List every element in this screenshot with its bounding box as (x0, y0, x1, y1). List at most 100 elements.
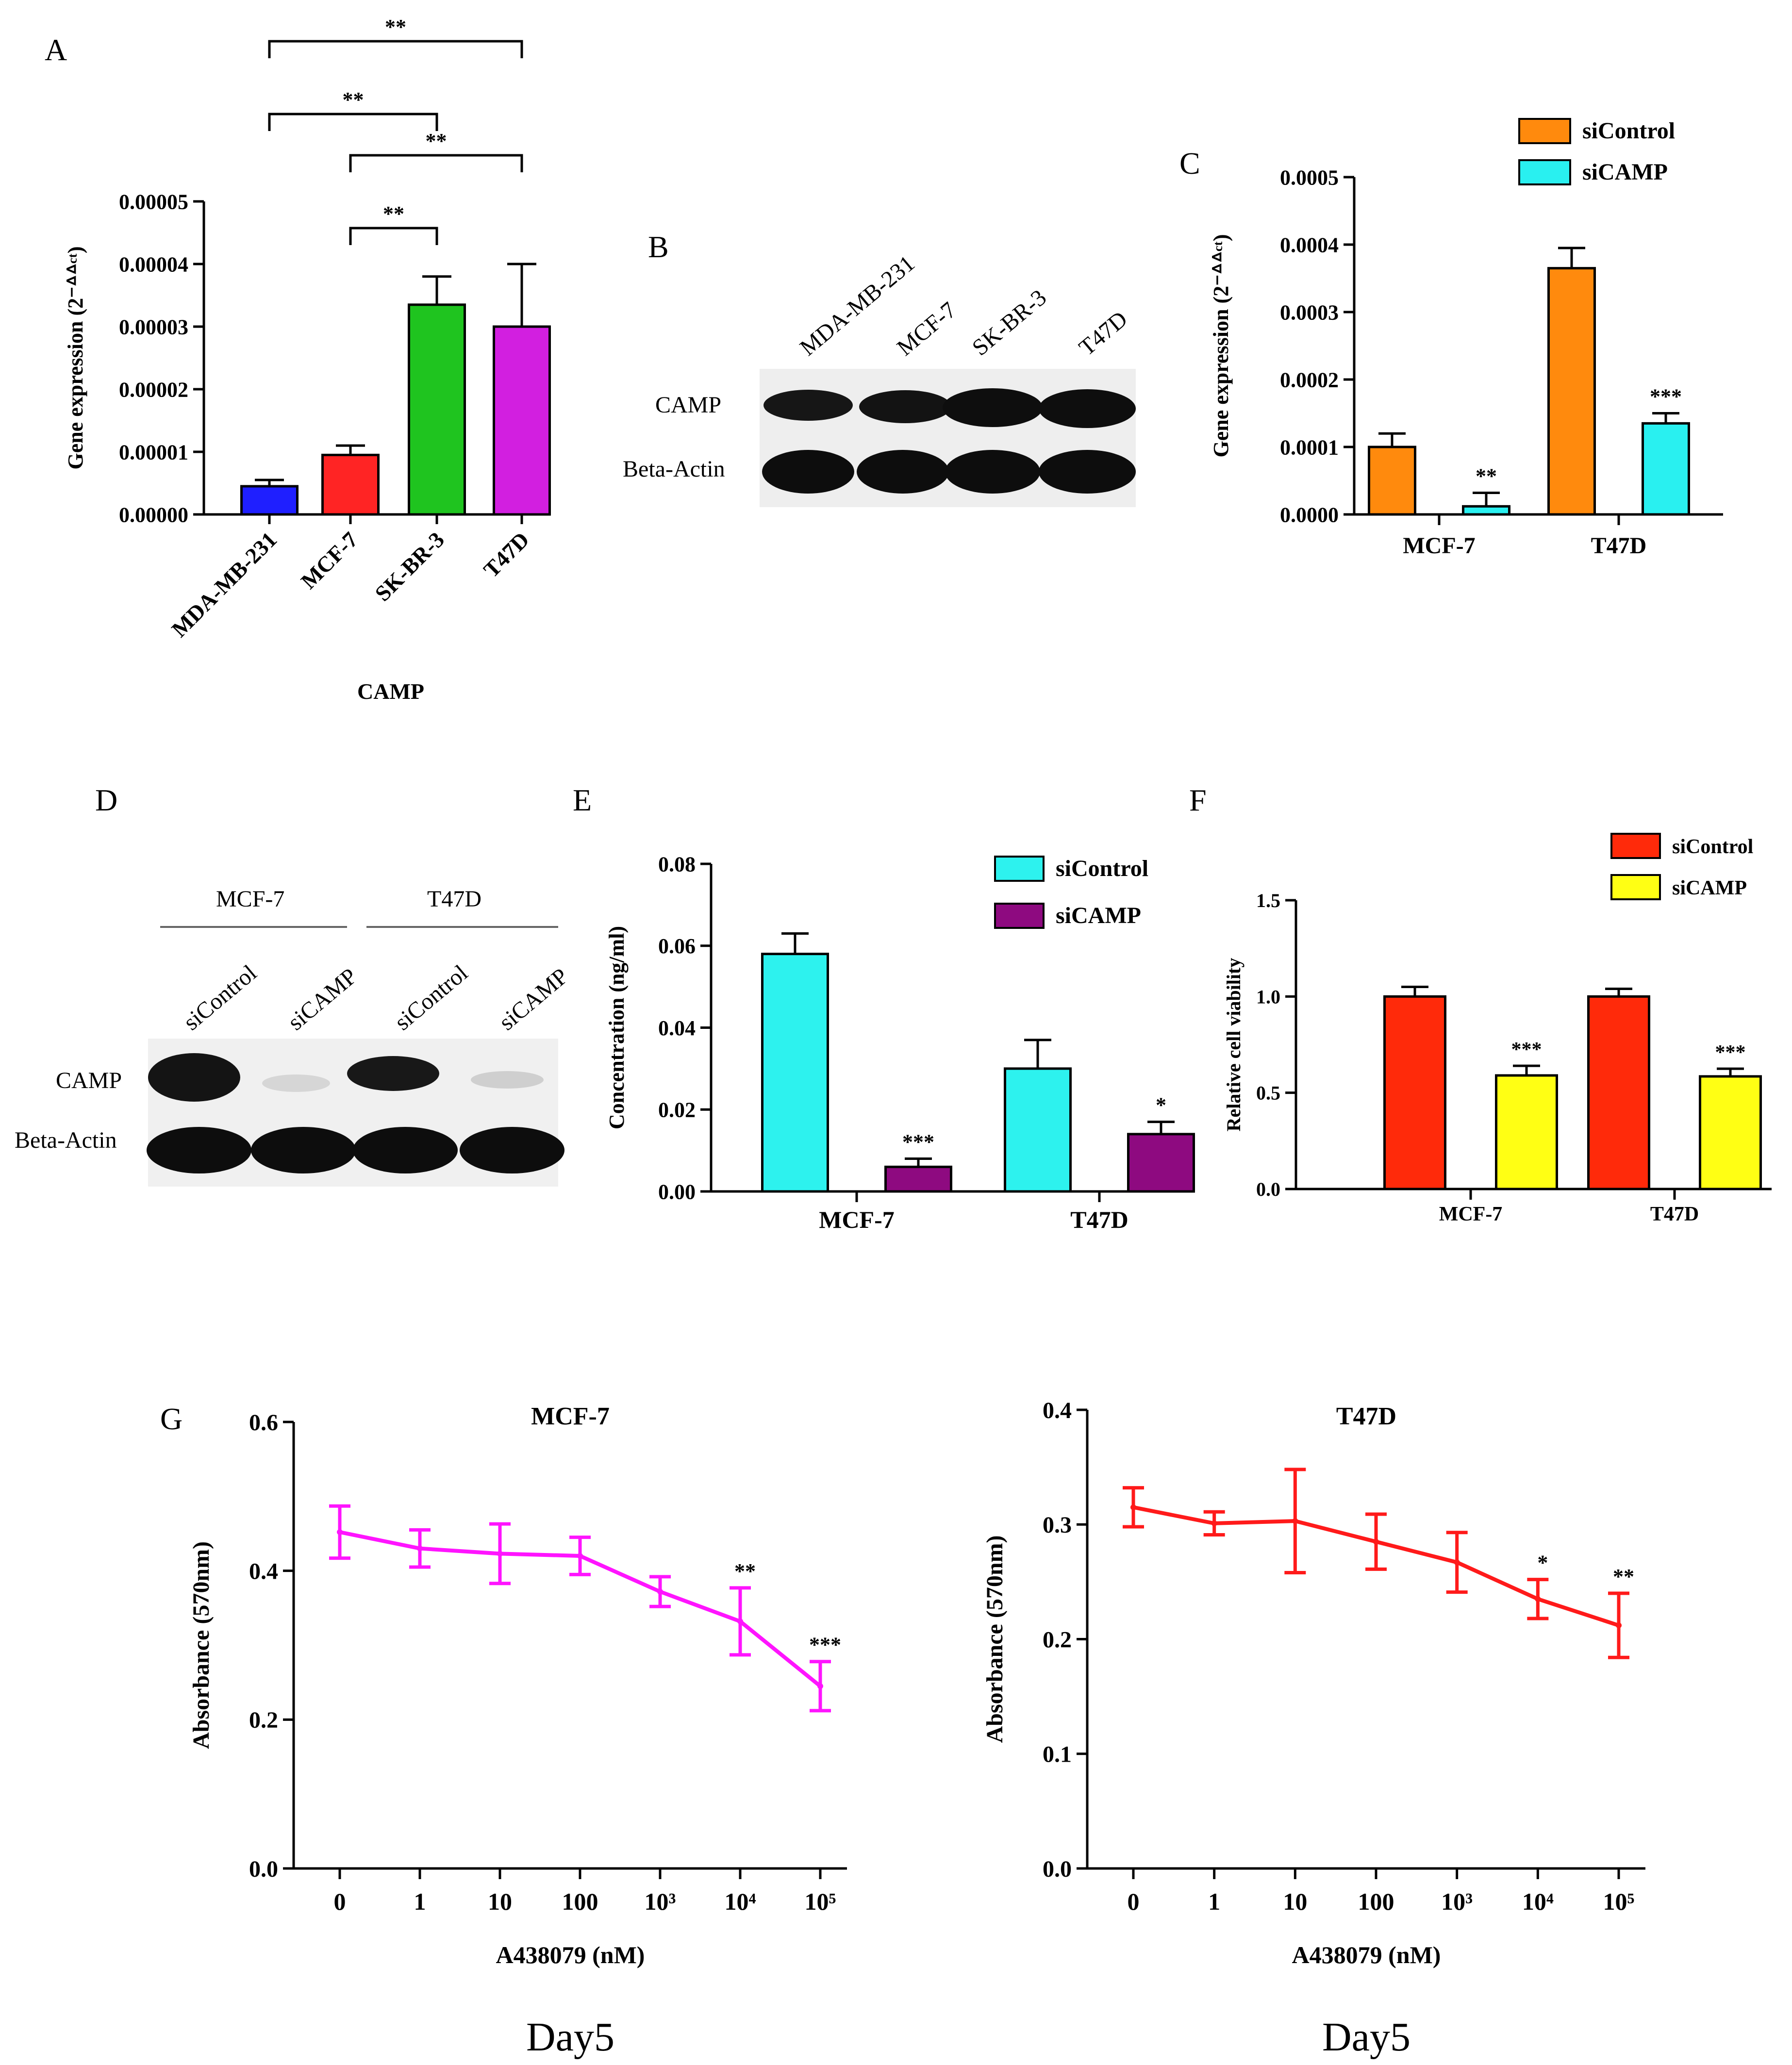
blot-d-lane-label: siControl (390, 960, 473, 1035)
legend-label: siControl (1582, 118, 1675, 144)
panel-letter-c: C (1179, 146, 1200, 181)
bar-sicontrol (761, 953, 829, 1193)
western-blot-d: MCF-7 T47D siControl siCAMP siControl si… (15, 886, 573, 1187)
blot-d-lane-label: siCAMP (283, 963, 362, 1036)
y-axis-label: Absorbance (570nm) (188, 1541, 214, 1749)
x-axis-label: A438079 (nM) (496, 1941, 645, 1968)
significance-bracket (268, 113, 438, 131)
blot-b-band-camp (763, 390, 853, 421)
x-tick-label: 10⁵ (1603, 1888, 1635, 1915)
bar-sicontrol (1368, 446, 1416, 516)
chart-g-mcf7: 0.0 0.2 0.4 0.6 Absorbance (570nm) 0 1 10 100 10³… (188, 1403, 847, 2060)
data-point (737, 1618, 743, 1624)
y-tick-label: 0.4 (249, 1558, 278, 1584)
y-tick-label: 0.3 (1043, 1512, 1072, 1538)
x-tick-label: MCF-7 (819, 1206, 895, 1233)
x-tick-label: 0 (1128, 1888, 1140, 1915)
blot-b-row-label-actin: Beta-Actin (623, 456, 725, 482)
y-axis-label: Relative cell viability (1223, 958, 1244, 1132)
blot-d-row-label-actin: Beta-Actin (15, 1127, 117, 1153)
y-tick-label: 0.04 (658, 1016, 696, 1040)
blot-d-band-actin (353, 1127, 458, 1173)
data-point (1454, 1559, 1460, 1566)
y-tick-label: 0.0 (249, 1856, 278, 1882)
blot-b-band-camp (1039, 389, 1136, 428)
x-tick-label: T47D (1591, 533, 1647, 559)
chart-e: 0.00 0.02 0.04 0.06 0.08 Concentration (ng/ml… (605, 852, 1195, 1233)
y-tick-label: 0.0000 (1280, 503, 1339, 527)
blot-b-band-camp (943, 388, 1043, 427)
y-tick-label: 0.6 (249, 1410, 278, 1436)
y-tick-label: 0.0004 (1280, 233, 1339, 257)
significance-label: ** (1476, 464, 1497, 488)
y-axis-label: Absorbance (570nm) (982, 1536, 1008, 1743)
x-tick-label: SK-BR-3 (370, 527, 449, 606)
x-tick-label: 10⁴ (1522, 1888, 1554, 1915)
significance-label: ** (1613, 1565, 1634, 1588)
legend-label: siControl (1056, 856, 1148, 881)
legend-label: siCAMP (1672, 877, 1747, 899)
legend-label: siCAMP (1056, 903, 1141, 928)
y-tick-label: 0.02 (658, 1098, 696, 1122)
bar-sicamp (1642, 422, 1690, 516)
x-axis-label: CAMP (357, 679, 424, 704)
y-tick-label: 0.0 (1043, 1856, 1072, 1882)
y-tick-label: 1.0 (1256, 986, 1280, 1008)
blot-b-lane-label: SK-BR-3 (967, 284, 1051, 361)
legend-label: siCAMP (1582, 159, 1668, 185)
panel-letter-f: F (1189, 783, 1207, 817)
x-tick-label: MCF-7 (296, 527, 363, 594)
x-tick-label: 1 (1208, 1888, 1220, 1915)
bar (321, 453, 380, 516)
x-tick-label: 10³ (645, 1888, 676, 1915)
bar-sicontrol (1004, 1067, 1072, 1193)
blot-d-group-label: MCF-7 (216, 886, 284, 912)
data-point (337, 1529, 343, 1535)
bar-sicamp (1462, 505, 1510, 516)
panel-letter-b: B (648, 230, 669, 264)
x-axis-label: A438079 (nM) (1292, 1941, 1441, 1968)
bar-sicamp (1699, 1075, 1762, 1190)
legend-swatch (1518, 118, 1571, 144)
data-point (1535, 1596, 1541, 1602)
chart-title: T47D (1336, 1403, 1396, 1430)
x-tick-label: T47D (1070, 1206, 1128, 1233)
y-axis-label: Gene expression (2⁻ᐞᐞᶜᵗ) (1209, 234, 1233, 457)
panel-letter-d: D (95, 783, 117, 817)
y-tick-label: 0.00005 (119, 190, 188, 214)
data-point (817, 1683, 823, 1689)
blot-b-band-actin (1039, 450, 1136, 494)
significance-label: *** (1715, 1041, 1746, 1064)
panel-letter-g: G (160, 1402, 183, 1436)
y-axis-label: Gene expression (2⁻ᐞᐞᶜᵗ) (64, 246, 87, 469)
legend-swatch (1610, 833, 1661, 859)
blot-b-band-actin (762, 450, 854, 494)
blot-b-band-camp (859, 390, 951, 423)
significance-label: ** (734, 1559, 756, 1583)
significance-label: *** (1511, 1039, 1542, 1061)
panel-letter-a: A (45, 33, 67, 67)
y-tick-label: 0.0003 (1280, 300, 1339, 324)
y-tick-label: 0.1 (1043, 1742, 1072, 1768)
legend-swatch (994, 903, 1045, 929)
legend-swatch (1518, 159, 1571, 185)
x-tick-label: MDA-MB-231 (166, 527, 282, 642)
blot-d-row-label-camp: CAMP (56, 1068, 122, 1093)
data-point (577, 1553, 583, 1559)
significance-label: ** (385, 15, 406, 39)
data-point (1616, 1622, 1622, 1629)
y-tick-label: 0.00001 (119, 440, 188, 464)
bar-sicamp (884, 1165, 952, 1193)
chart-f: 0.0 0.5 1.0 1.5 Relative cell viability MCF-7… (1223, 833, 1772, 1225)
blot-b-band-actin (945, 450, 1040, 494)
y-tick-label: 0.2 (249, 1707, 278, 1733)
data-point (1373, 1538, 1379, 1545)
blot-d-band-camp (471, 1071, 544, 1089)
y-axis-label: Concentration (ng/ml) (605, 926, 629, 1129)
x-tick-label: 10⁵ (805, 1888, 836, 1915)
x-tick-label: MCF-7 (1439, 1203, 1503, 1225)
x-tick-label: 10³ (1441, 1888, 1473, 1915)
x-tick-label: 10⁴ (725, 1888, 756, 1915)
bar (240, 485, 299, 516)
y-tick-label: 0.00003 (119, 315, 188, 339)
